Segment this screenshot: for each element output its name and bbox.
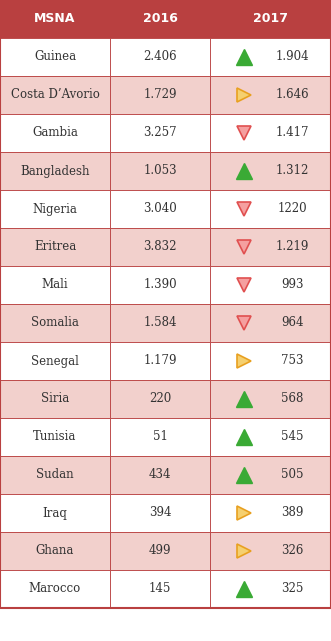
Bar [0,0,110,38]
Text: Senegal: Senegal [31,354,79,367]
Text: 2.406: 2.406 [143,51,177,63]
Text: 1.729: 1.729 [143,88,177,101]
Bar [0,152,110,190]
Bar [0,38,110,76]
Text: 1220: 1220 [277,203,307,215]
Text: 568: 568 [281,392,304,406]
Text: Guinea: Guinea [34,51,76,63]
Text: 499: 499 [149,544,171,558]
Bar [0,304,110,342]
Bar [0,418,110,456]
Text: Bangladesh: Bangladesh [20,165,90,178]
Text: 1.646: 1.646 [275,88,309,101]
Text: 1.053: 1.053 [143,165,177,178]
Text: Costa D’Avorio: Costa D’Avorio [11,88,99,101]
Bar [210,380,331,418]
Text: Tunisia: Tunisia [33,431,77,444]
Bar [0,494,110,532]
Bar [110,76,210,114]
Text: 964: 964 [281,317,304,329]
Text: 326: 326 [281,544,304,558]
Text: Iraq: Iraq [43,506,68,519]
Text: 2016: 2016 [143,13,177,26]
Text: 389: 389 [281,506,304,519]
Text: Sudan: Sudan [36,469,74,481]
Bar [210,228,331,266]
Bar [210,570,331,608]
Text: 434: 434 [149,469,171,481]
Text: Marocco: Marocco [29,583,81,595]
Text: Mali: Mali [42,278,68,292]
Text: 394: 394 [149,506,171,519]
Text: Eritrea: Eritrea [34,240,76,253]
Bar [210,532,331,570]
Bar [110,266,210,304]
Bar [210,190,331,228]
Bar [0,456,110,494]
Text: Siria: Siria [41,392,69,406]
Bar [210,76,331,114]
Bar [210,304,331,342]
Bar [110,228,210,266]
Text: 505: 505 [281,469,304,481]
Text: 1.219: 1.219 [276,240,309,253]
Bar [110,304,210,342]
Text: 325: 325 [281,583,304,595]
Text: Somalia: Somalia [31,317,79,329]
Text: Nigeria: Nigeria [32,203,77,215]
Text: 220: 220 [149,392,171,406]
Bar [0,532,110,570]
Text: 1.904: 1.904 [275,51,309,63]
Text: 3.257: 3.257 [143,126,177,140]
Text: 1.179: 1.179 [143,354,177,367]
Bar [0,114,110,152]
Text: 145: 145 [149,583,171,595]
Bar [110,0,210,38]
Text: 545: 545 [281,431,304,444]
Bar [210,38,331,76]
Bar [110,152,210,190]
Bar [0,228,110,266]
Bar [0,266,110,304]
Bar [110,38,210,76]
Bar [210,342,331,380]
Bar [110,570,210,608]
Bar [210,494,331,532]
Bar [0,570,110,608]
Bar [0,380,110,418]
Bar [210,114,331,152]
Text: 51: 51 [153,431,167,444]
Text: 1.312: 1.312 [276,165,309,178]
Bar [0,190,110,228]
Bar [110,494,210,532]
Bar [110,380,210,418]
Bar [110,342,210,380]
Bar [110,190,210,228]
Text: 1.417: 1.417 [275,126,309,140]
Bar [0,76,110,114]
Bar [210,266,331,304]
Text: 2017: 2017 [253,13,288,26]
Bar [210,152,331,190]
Bar [0,342,110,380]
Bar [110,418,210,456]
Bar [210,0,331,38]
Bar [210,456,331,494]
Bar [110,114,210,152]
Text: Ghana: Ghana [36,544,74,558]
Bar [210,418,331,456]
Text: 1.584: 1.584 [143,317,177,329]
Text: Gambia: Gambia [32,126,78,140]
Text: 993: 993 [281,278,304,292]
Text: 1.390: 1.390 [143,278,177,292]
Bar [110,456,210,494]
Text: 3.040: 3.040 [143,203,177,215]
Text: 753: 753 [281,354,304,367]
Bar [110,532,210,570]
Text: 3.832: 3.832 [143,240,177,253]
Text: MSNA: MSNA [34,13,76,26]
